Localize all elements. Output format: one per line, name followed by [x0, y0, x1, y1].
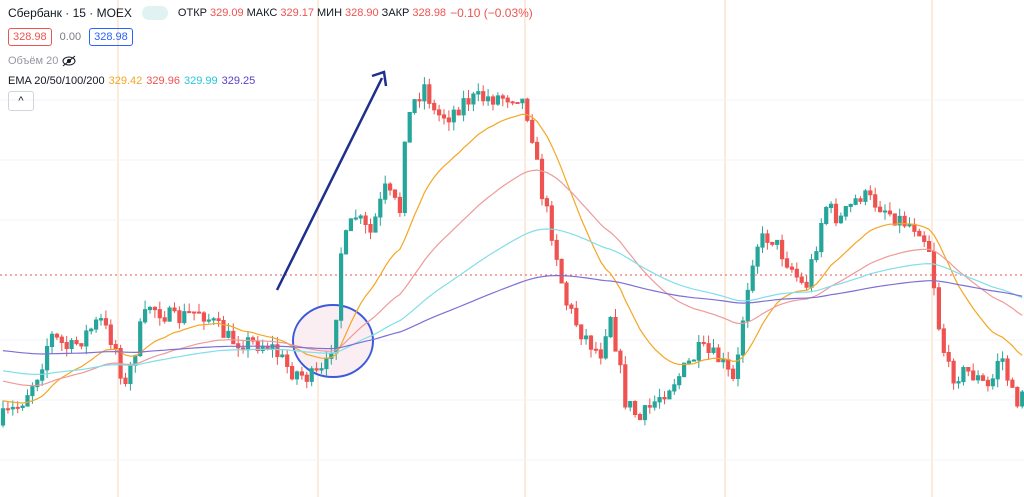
arrow-head — [371, 70, 388, 87]
ohlc-label: ЗАКР — [381, 7, 410, 19]
ohlc-label: МАКС — [246, 7, 278, 19]
spread: 0.00 — [59, 31, 82, 43]
volume: Объём 20 — [8, 55, 76, 67]
ohlc-label: МИН — [317, 7, 343, 19]
symbol: Сбербанк · 15 · MOEX — [8, 6, 132, 20]
candles-falling — [5, 78, 1020, 421]
ohlc-value: 329.17 — [280, 7, 314, 19]
collapse-button[interactable]: ^ — [8, 91, 34, 111]
ohlc-value: 328.98 — [412, 7, 447, 19]
sell-price[interactable]: 328.98 — [8, 28, 52, 46]
arrow — [275, 77, 384, 291]
eye-icon[interactable] — [62, 55, 76, 67]
ohlc-value: 329.09 — [209, 7, 244, 19]
ohlc-label: ОТКР — [177, 7, 207, 19]
ohlc-value: 328.90 — [345, 7, 379, 19]
buy-price[interactable]: 328.98 — [89, 28, 133, 46]
volume-label: Объём 20 — [8, 55, 59, 67]
ema-line — [2, 274, 1023, 355]
ema-label: EMA 20/50/100/200 — [8, 75, 105, 87]
candles-rising — [0, 77, 1024, 428]
ema-line — [2, 169, 1023, 387]
ema-value: 329.96 — [146, 75, 180, 87]
change: −0.10 (−0.03%) — [450, 6, 533, 20]
ema-line — [2, 228, 1023, 376]
grid — [0, 99, 1024, 461]
ema-value: 329.42 — [108, 75, 143, 87]
ema-value: 329.99 — [183, 75, 218, 87]
ema: EMA 20/50/100/200 329.42 329.96 329.99 3… — [8, 75, 255, 87]
ema-value: 329.25 — [221, 75, 256, 87]
header: Сбербанк · 15 · MOEX ОТКР 329.09 МАКС 329.1… — [8, 6, 533, 20]
quotes: 328.98 0.00 328.98 — [8, 28, 133, 46]
session-separators — [117, 0, 933, 497]
highlight-circle — [292, 304, 374, 378]
ema-line — [2, 113, 1023, 404]
status-icons[interactable] — [141, 6, 168, 20]
